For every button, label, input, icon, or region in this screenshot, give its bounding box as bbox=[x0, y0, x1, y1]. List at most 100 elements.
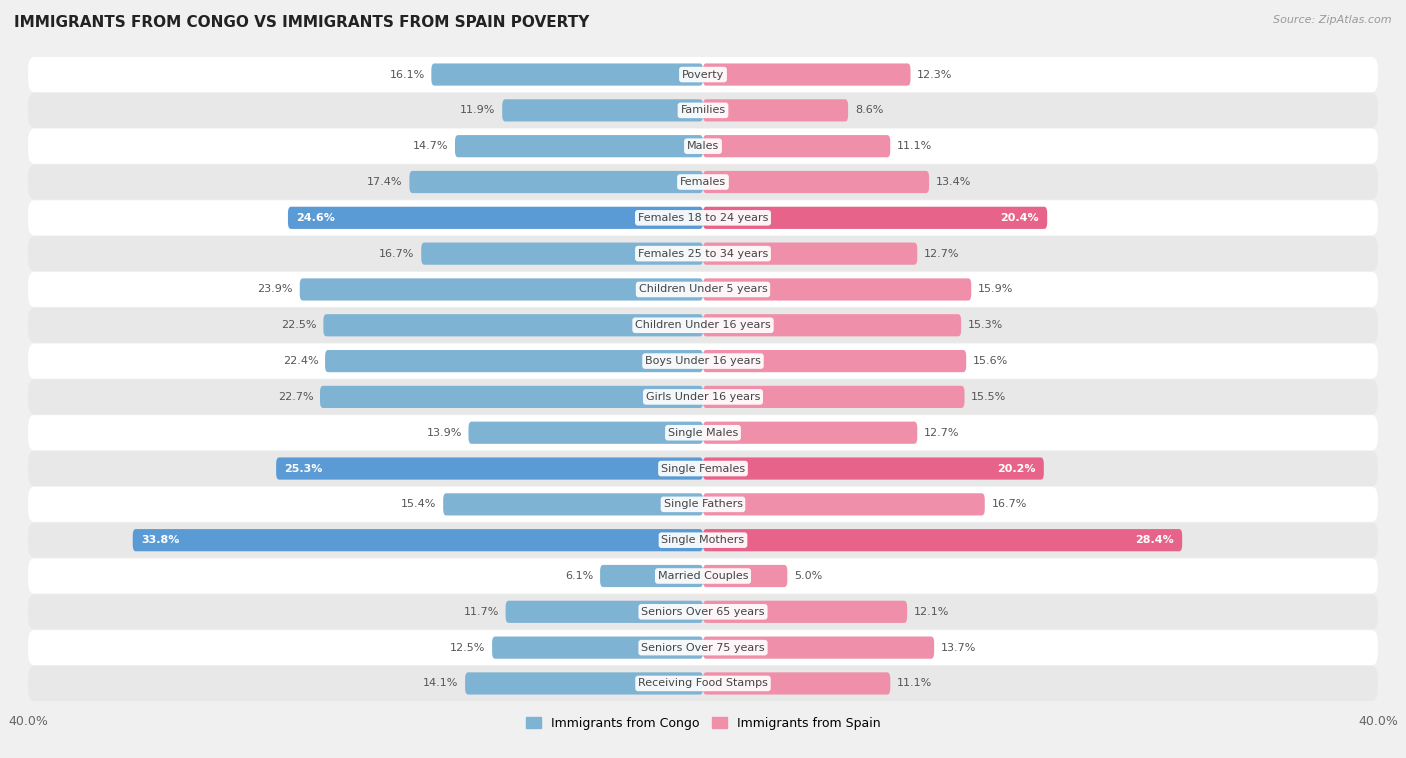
Text: 12.3%: 12.3% bbox=[917, 70, 953, 80]
FancyBboxPatch shape bbox=[703, 529, 1182, 551]
FancyBboxPatch shape bbox=[703, 672, 890, 694]
FancyBboxPatch shape bbox=[28, 487, 1378, 522]
Text: 14.1%: 14.1% bbox=[423, 678, 458, 688]
FancyBboxPatch shape bbox=[703, 243, 917, 265]
FancyBboxPatch shape bbox=[299, 278, 703, 301]
Text: 22.5%: 22.5% bbox=[281, 321, 316, 330]
FancyBboxPatch shape bbox=[703, 457, 1043, 480]
Text: 11.7%: 11.7% bbox=[464, 607, 499, 617]
Text: Children Under 16 years: Children Under 16 years bbox=[636, 321, 770, 330]
FancyBboxPatch shape bbox=[703, 207, 1047, 229]
FancyBboxPatch shape bbox=[465, 672, 703, 694]
Text: Single Mothers: Single Mothers bbox=[661, 535, 745, 545]
FancyBboxPatch shape bbox=[28, 451, 1378, 486]
FancyBboxPatch shape bbox=[28, 415, 1378, 450]
FancyBboxPatch shape bbox=[276, 457, 703, 480]
FancyBboxPatch shape bbox=[28, 308, 1378, 343]
FancyBboxPatch shape bbox=[321, 386, 703, 408]
Text: 25.3%: 25.3% bbox=[284, 464, 323, 474]
FancyBboxPatch shape bbox=[28, 92, 1378, 128]
Text: 14.7%: 14.7% bbox=[413, 141, 449, 151]
Text: 13.7%: 13.7% bbox=[941, 643, 976, 653]
Text: 16.1%: 16.1% bbox=[389, 70, 425, 80]
Text: Single Females: Single Females bbox=[661, 464, 745, 474]
Text: Married Couples: Married Couples bbox=[658, 571, 748, 581]
FancyBboxPatch shape bbox=[28, 164, 1378, 199]
Text: 20.2%: 20.2% bbox=[997, 464, 1035, 474]
Text: 15.5%: 15.5% bbox=[972, 392, 1007, 402]
Legend: Immigrants from Congo, Immigrants from Spain: Immigrants from Congo, Immigrants from S… bbox=[520, 712, 886, 735]
FancyBboxPatch shape bbox=[703, 565, 787, 587]
Text: 5.0%: 5.0% bbox=[794, 571, 823, 581]
Text: Single Males: Single Males bbox=[668, 428, 738, 437]
Text: 15.3%: 15.3% bbox=[967, 321, 1002, 330]
Text: 17.4%: 17.4% bbox=[367, 177, 402, 187]
FancyBboxPatch shape bbox=[432, 64, 703, 86]
Text: Source: ZipAtlas.com: Source: ZipAtlas.com bbox=[1274, 15, 1392, 25]
Text: 13.9%: 13.9% bbox=[426, 428, 461, 437]
FancyBboxPatch shape bbox=[703, 171, 929, 193]
Text: Single Fathers: Single Fathers bbox=[664, 500, 742, 509]
Text: Females 18 to 24 years: Females 18 to 24 years bbox=[638, 213, 768, 223]
FancyBboxPatch shape bbox=[703, 600, 907, 623]
FancyBboxPatch shape bbox=[703, 386, 965, 408]
Text: 15.4%: 15.4% bbox=[401, 500, 436, 509]
FancyBboxPatch shape bbox=[506, 600, 703, 623]
FancyBboxPatch shape bbox=[28, 236, 1378, 271]
Text: 33.8%: 33.8% bbox=[141, 535, 180, 545]
Text: Boys Under 16 years: Boys Under 16 years bbox=[645, 356, 761, 366]
Text: 11.1%: 11.1% bbox=[897, 678, 932, 688]
Text: Males: Males bbox=[688, 141, 718, 151]
Text: IMMIGRANTS FROM CONGO VS IMMIGRANTS FROM SPAIN POVERTY: IMMIGRANTS FROM CONGO VS IMMIGRANTS FROM… bbox=[14, 15, 589, 30]
FancyBboxPatch shape bbox=[28, 57, 1378, 92]
FancyBboxPatch shape bbox=[28, 594, 1378, 629]
Text: 12.7%: 12.7% bbox=[924, 428, 959, 437]
FancyBboxPatch shape bbox=[288, 207, 703, 229]
FancyBboxPatch shape bbox=[703, 637, 934, 659]
Text: 23.9%: 23.9% bbox=[257, 284, 292, 294]
Text: 6.1%: 6.1% bbox=[565, 571, 593, 581]
FancyBboxPatch shape bbox=[703, 99, 848, 121]
Text: 15.6%: 15.6% bbox=[973, 356, 1008, 366]
FancyBboxPatch shape bbox=[492, 637, 703, 659]
Text: Females 25 to 34 years: Females 25 to 34 years bbox=[638, 249, 768, 258]
Text: Children Under 5 years: Children Under 5 years bbox=[638, 284, 768, 294]
FancyBboxPatch shape bbox=[409, 171, 703, 193]
FancyBboxPatch shape bbox=[703, 278, 972, 301]
Text: 12.1%: 12.1% bbox=[914, 607, 949, 617]
Text: 16.7%: 16.7% bbox=[380, 249, 415, 258]
Text: Females: Females bbox=[681, 177, 725, 187]
FancyBboxPatch shape bbox=[132, 529, 703, 551]
Text: Poverty: Poverty bbox=[682, 70, 724, 80]
FancyBboxPatch shape bbox=[28, 379, 1378, 415]
Text: 20.4%: 20.4% bbox=[1000, 213, 1039, 223]
Text: Families: Families bbox=[681, 105, 725, 115]
FancyBboxPatch shape bbox=[502, 99, 703, 121]
Text: 13.4%: 13.4% bbox=[936, 177, 972, 187]
FancyBboxPatch shape bbox=[28, 129, 1378, 164]
Text: 24.6%: 24.6% bbox=[297, 213, 335, 223]
FancyBboxPatch shape bbox=[422, 243, 703, 265]
FancyBboxPatch shape bbox=[443, 493, 703, 515]
FancyBboxPatch shape bbox=[468, 421, 703, 444]
Text: 12.7%: 12.7% bbox=[924, 249, 959, 258]
FancyBboxPatch shape bbox=[456, 135, 703, 158]
Text: 16.7%: 16.7% bbox=[991, 500, 1026, 509]
Text: Seniors Over 65 years: Seniors Over 65 years bbox=[641, 607, 765, 617]
FancyBboxPatch shape bbox=[28, 630, 1378, 666]
Text: 8.6%: 8.6% bbox=[855, 105, 883, 115]
FancyBboxPatch shape bbox=[323, 314, 703, 337]
Text: Girls Under 16 years: Girls Under 16 years bbox=[645, 392, 761, 402]
FancyBboxPatch shape bbox=[703, 350, 966, 372]
Text: 22.4%: 22.4% bbox=[283, 356, 318, 366]
Text: 22.7%: 22.7% bbox=[277, 392, 314, 402]
FancyBboxPatch shape bbox=[28, 272, 1378, 307]
FancyBboxPatch shape bbox=[703, 64, 911, 86]
Text: 15.9%: 15.9% bbox=[979, 284, 1014, 294]
FancyBboxPatch shape bbox=[703, 421, 917, 444]
FancyBboxPatch shape bbox=[703, 314, 962, 337]
FancyBboxPatch shape bbox=[28, 200, 1378, 236]
FancyBboxPatch shape bbox=[28, 522, 1378, 558]
FancyBboxPatch shape bbox=[703, 135, 890, 158]
Text: 11.9%: 11.9% bbox=[460, 105, 495, 115]
